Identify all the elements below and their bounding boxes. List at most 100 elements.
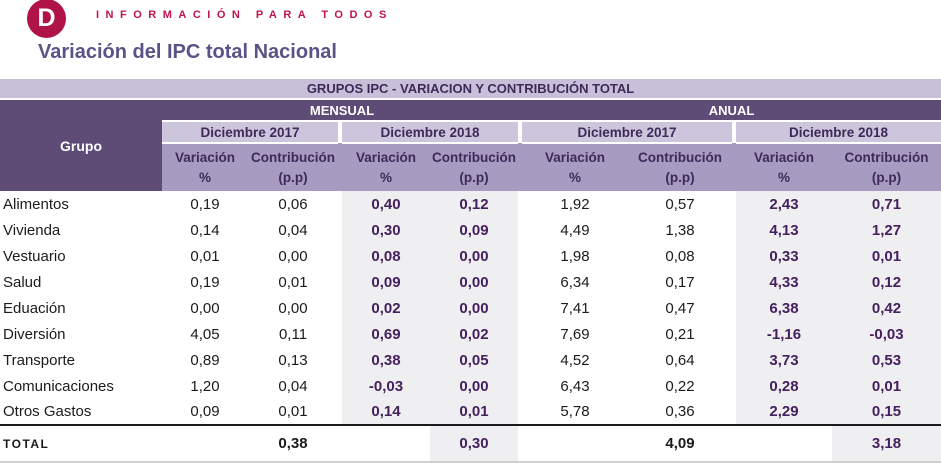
metric-label: % [777, 169, 790, 185]
column-gap [518, 424, 522, 463]
cell-value: 5,78 [522, 399, 628, 425]
cell-value: 0,00 [162, 295, 248, 321]
cell-value: 4,13 [736, 217, 832, 243]
cell-value: 0,38 [342, 347, 430, 373]
column-gap [518, 321, 522, 347]
column-gap [732, 295, 736, 321]
total-mensual-2018: 0,30 [430, 424, 518, 463]
cell-value: 0,17 [628, 269, 732, 295]
column-gap [732, 217, 736, 243]
cell-value: 1,38 [628, 217, 732, 243]
column-gap [338, 243, 342, 269]
cell-value: 4,33 [736, 269, 832, 295]
metric-label: (p.p) [278, 169, 308, 185]
cell-value: 0,11 [248, 321, 338, 347]
metric-header-variacion: Variación % [162, 143, 248, 191]
cell-value: 0,00 [430, 295, 518, 321]
cell-value: 2,43 [736, 191, 832, 217]
cell-value: 1,27 [832, 217, 941, 243]
cell-value: 7,69 [522, 321, 628, 347]
date-header-mensual-2018: Diciembre 2018 [342, 121, 518, 144]
metric-header-variacion: Variación % [736, 143, 832, 191]
table-row-vivienda: Vivienda 0,14 0,04 0,30 0,09 4,49 1,38 4… [0, 217, 941, 243]
cell-value: 6,38 [736, 295, 832, 321]
metric-label: Contribución [844, 149, 929, 165]
cell-value: 0,00 [430, 243, 518, 269]
date-header-anual-2017: Diciembre 2017 [522, 121, 732, 144]
cell-value: 0,04 [248, 217, 338, 243]
table-row-vestuario: Vestuario 0,01 0,00 0,08 0,00 1,98 0,08 … [0, 243, 941, 269]
cell-value: 0,15 [832, 399, 941, 425]
metric-label: Contribución [432, 149, 516, 165]
empty-cell [162, 424, 248, 463]
row-label: Salud [0, 269, 162, 295]
cell-value: 0,06 [248, 191, 338, 217]
column-gap [338, 143, 342, 191]
column-gap [338, 347, 342, 373]
table-row-alimentos: Alimentos 0,19 0,06 0,40 0,12 1,92 0,57 … [0, 191, 941, 217]
cell-value: 0,64 [628, 347, 732, 373]
date-header-anual-2018: Diciembre 2018 [736, 121, 941, 144]
cell-value: 0,01 [832, 373, 941, 399]
column-gap [518, 269, 522, 295]
row-label: Alimentos [0, 191, 162, 217]
row-label: Eduación [0, 295, 162, 321]
column-gap [338, 424, 342, 463]
metric-header-variacion: Variación % [522, 143, 628, 191]
date-header-row: Diciembre 2017 Diciembre 2018 Diciembre … [0, 121, 941, 144]
cell-value: 0,00 [248, 243, 338, 269]
cell-value: 0,69 [342, 321, 430, 347]
cell-value: 0,14 [342, 399, 430, 425]
column-gap [732, 399, 736, 425]
metric-label: Contribución [251, 149, 335, 165]
table-row-otros-gastos: Otros Gastos 0,09 0,01 0,14 0,01 5,78 0,… [0, 399, 941, 425]
cell-value: 0,28 [736, 373, 832, 399]
cell-value: 0,00 [248, 295, 338, 321]
cell-value: 6,43 [522, 373, 628, 399]
column-gap [338, 373, 342, 399]
metric-label: Variación [355, 149, 417, 165]
cell-value: 0,13 [248, 347, 338, 373]
column-gap [518, 191, 522, 217]
table-row-diversion: Diversión 4,05 0,11 0,69 0,02 7,69 0,21 … [0, 321, 941, 347]
cell-value: 0,47 [628, 295, 732, 321]
cell-value: 0,01 [430, 399, 518, 425]
cell-value: 0,05 [430, 347, 518, 373]
column-gap [518, 373, 522, 399]
metric-header-row: Variación % Contribución (p.p) Variación… [0, 143, 941, 191]
cell-value: 0,01 [162, 243, 248, 269]
row-label: Otros Gastos [0, 399, 162, 425]
total-anual-2018: 3,18 [832, 424, 941, 463]
column-gap [732, 121, 736, 143]
metric-label: (p.p) [459, 169, 489, 185]
cell-value: 4,52 [522, 347, 628, 373]
cell-value: 0,12 [832, 269, 941, 295]
metric-header-variacion: Variación % [342, 143, 430, 191]
dane-logo-icon: D [27, 0, 66, 38]
column-gap [732, 269, 736, 295]
cell-value: 2,29 [736, 399, 832, 425]
metric-label: Variación [753, 149, 815, 165]
column-gap [518, 295, 522, 321]
cell-value: 0,09 [342, 269, 430, 295]
page-title: Variación del IPC total Nacional [38, 41, 337, 63]
column-gap [732, 373, 736, 399]
cell-value: 0,09 [430, 217, 518, 243]
cell-value: 6,34 [522, 269, 628, 295]
column-gap [338, 399, 342, 425]
cell-value: 0,04 [248, 373, 338, 399]
cell-value: 0,09 [162, 399, 248, 425]
cell-value: 0,53 [832, 347, 941, 373]
total-row: TOTAL 0,38 0,30 4,09 3,18 [0, 424, 941, 463]
table-row-eduacion: Eduación 0,00 0,00 0,02 0,00 7,41 0,47 6… [0, 295, 941, 321]
column-gap [338, 321, 342, 347]
table-title-row: GRUPOS IPC - VARIACION Y CONTRIBUCIÓN TO… [0, 79, 941, 100]
metric-header-contribucion: Contribución (p.p) [628, 143, 732, 191]
row-label: Transporte [0, 347, 162, 373]
cell-value: -0,03 [342, 373, 430, 399]
brand-tagline: INFORMACIÓN PARA TODOS [96, 9, 393, 21]
group-column-header: Grupo [0, 99, 162, 191]
metric-header-contribucion: Contribución (p.p) [248, 143, 338, 191]
date-header-mensual-2017: Diciembre 2017 [162, 121, 338, 144]
